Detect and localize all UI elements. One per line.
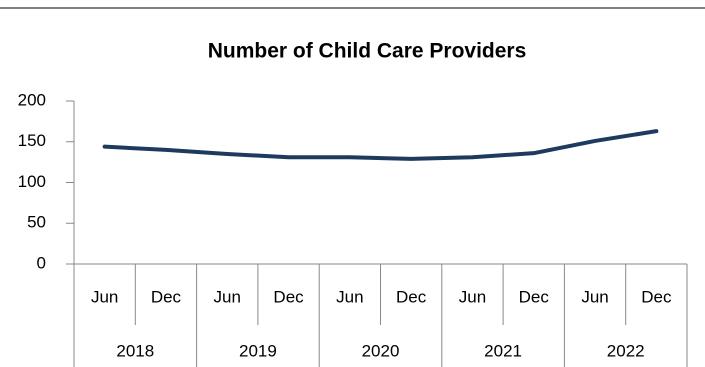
y-tick-label: 150 [18,131,46,150]
x-tick-label: Jun [581,287,608,306]
y-tick-label: 50 [27,213,46,232]
x-tick-label: Jun [91,287,118,306]
x-group-label: 2020 [362,341,400,360]
x-group-label: 2021 [484,341,522,360]
y-tick-label: 0 [37,253,46,272]
x-tick-label: Dec [151,287,182,306]
y-tick-label: 200 [18,90,46,109]
y-tick-label: 100 [18,172,46,191]
x-tick-label: Dec [273,287,304,306]
x-group-label: 2018 [116,341,154,360]
x-tick-label: Dec [396,287,427,306]
x-tick-label: Jun [459,287,486,306]
x-group-label: 2019 [239,341,277,360]
x-group-label: 2022 [607,341,645,360]
x-tick-label: Jun [214,287,241,306]
data-line [102,129,659,161]
chart-title: Number of Child Care Providers [208,40,527,63]
x-tick-label: Dec [641,287,672,306]
x-tick-label: Jun [336,287,363,306]
x-tick-label: Dec [519,287,550,306]
